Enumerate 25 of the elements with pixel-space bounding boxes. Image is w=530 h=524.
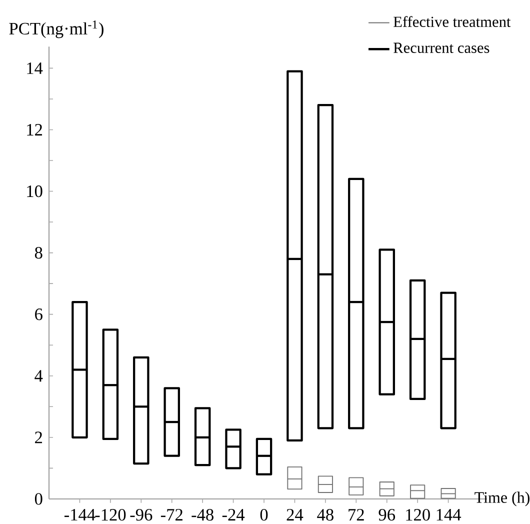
x-tick-label: -120 bbox=[95, 508, 126, 521]
x-axis-title: Time (h) bbox=[474, 492, 530, 506]
x-tick-label: 48 bbox=[317, 508, 334, 521]
y-tick-label: 10 bbox=[27, 185, 42, 198]
x-tick-label: 72 bbox=[348, 508, 364, 520]
x-tick-label: 24 bbox=[286, 508, 304, 520]
x-tick-label: -48 bbox=[192, 508, 214, 521]
y-tick-label: 14 bbox=[27, 62, 43, 74]
legend-label: Recurrent cases bbox=[394, 42, 490, 53]
legend-label: Effective treatment bbox=[394, 16, 511, 28]
x-tick-label: -72 bbox=[160, 508, 182, 520]
x-tick-label: -144 bbox=[64, 508, 96, 520]
y-tick-label: 12 bbox=[27, 124, 42, 136]
x-tick-label: 96 bbox=[378, 508, 396, 521]
y-axis-title: PCT(ng·ml$^{-1}$) bbox=[9, 20, 104, 38]
y-tick-label: 2 bbox=[35, 432, 42, 444]
x-tick-label: 120 bbox=[406, 508, 430, 521]
x-tick-label: -96 bbox=[130, 508, 152, 521]
x-tick-label: 144 bbox=[436, 508, 462, 520]
x-tick-label: 0 bbox=[260, 508, 268, 521]
x-tick-label: -24 bbox=[222, 508, 245, 520]
y-tick-label: 8 bbox=[34, 246, 42, 259]
y-tick-label: 4 bbox=[34, 370, 43, 382]
y-tick-label: 6 bbox=[35, 308, 42, 320]
y-tick-label: 0 bbox=[34, 493, 42, 505]
